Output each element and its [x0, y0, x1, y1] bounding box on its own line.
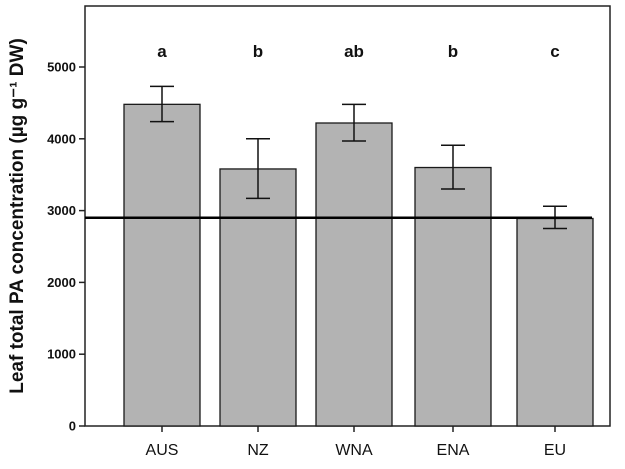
y-tick-label: 5000	[47, 60, 76, 75]
y-axis-label: Leaf total PA concentration (µg g⁻¹ DW)	[7, 38, 28, 394]
bar-wna	[315, 122, 393, 427]
category-label-aus: AUS	[146, 442, 179, 459]
error-bar-ena	[441, 144, 465, 190]
significance-letters: a b ab b c	[157, 42, 559, 61]
category-label-ena: ENA	[437, 442, 470, 459]
y-tick-label: 3000	[47, 203, 76, 218]
y-tick-label: 2000	[47, 275, 76, 290]
significance-letter-eu: c	[550, 42, 559, 61]
y-tick-label: 0	[69, 419, 76, 434]
category-label-eu: EU	[544, 442, 566, 459]
y-axis: 0 1000 2000 3000 4000 5000	[47, 60, 85, 434]
y-tick-label: 1000	[47, 347, 76, 362]
x-axis: AUS NZ WNA ENA EU	[146, 426, 566, 459]
error-bar-aus	[150, 85, 174, 123]
significance-letter-nz: b	[253, 42, 263, 61]
category-label-nz: NZ	[247, 442, 269, 459]
significance-letter-ena: b	[448, 42, 458, 61]
bar-ena	[414, 166, 492, 427]
bar-eu	[516, 217, 594, 427]
bar-nz	[219, 168, 297, 427]
bar-aus	[123, 103, 201, 427]
category-label-wna: WNA	[335, 442, 373, 459]
significance-letter-aus: a	[157, 42, 167, 61]
error-bar-nz	[246, 138, 270, 200]
bars	[123, 103, 594, 427]
error-bars	[150, 85, 567, 230]
y-tick-label: 4000	[47, 131, 76, 146]
error-bar-wna	[342, 103, 366, 142]
significance-letter-wna: ab	[344, 42, 364, 61]
